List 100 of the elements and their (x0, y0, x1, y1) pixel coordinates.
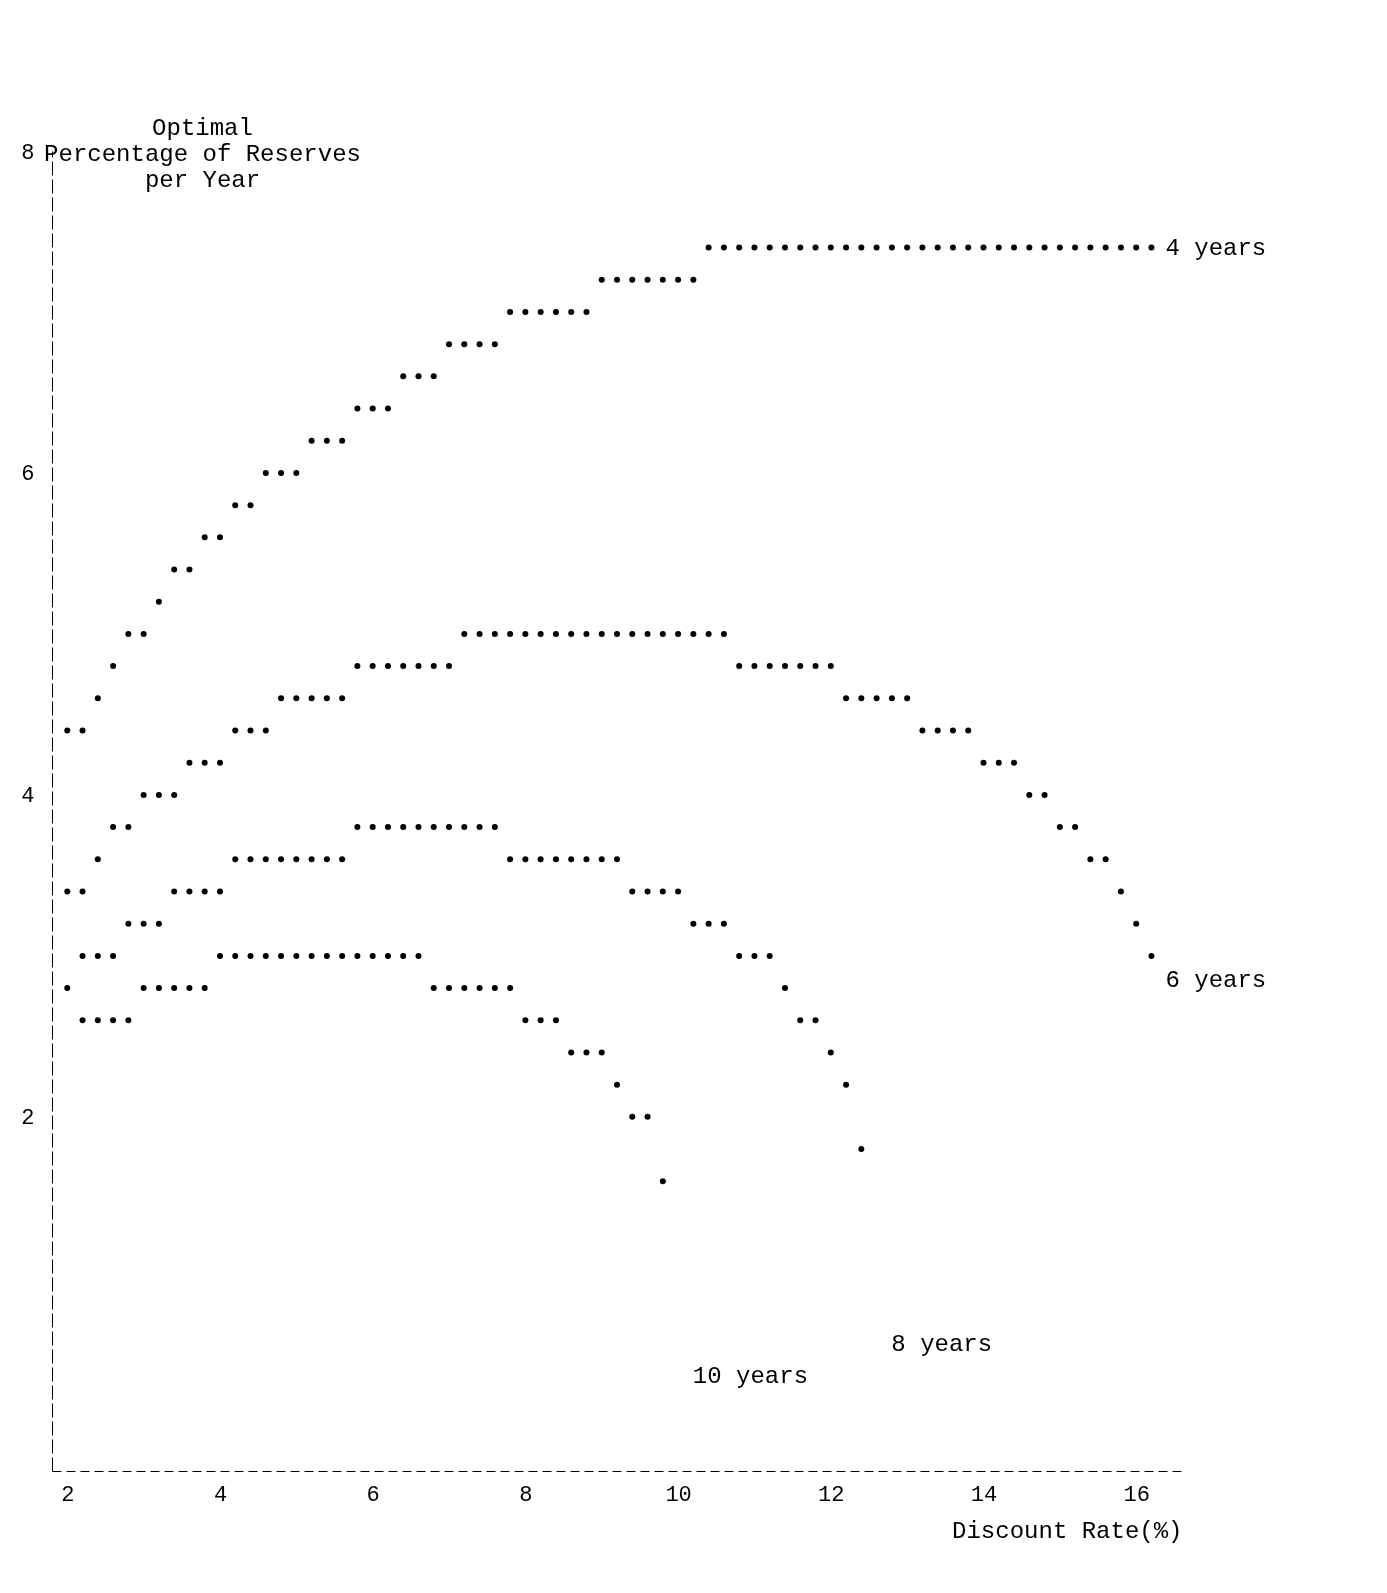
point (736, 952, 743, 959)
point (614, 1081, 620, 1088)
point (583, 1049, 590, 1056)
point (64, 985, 71, 992)
point (186, 985, 193, 992)
point (476, 824, 483, 831)
point (186, 888, 193, 895)
point (507, 985, 514, 992)
point (491, 824, 498, 831)
text: 10 years (692, 1363, 809, 1391)
point (552, 1017, 559, 1024)
point (598, 1049, 605, 1056)
point (522, 1017, 529, 1024)
point (216, 952, 223, 959)
point (125, 1017, 132, 1024)
point (293, 856, 300, 863)
point (171, 985, 178, 992)
point (171, 888, 178, 895)
point (384, 824, 391, 831)
point (797, 1017, 804, 1024)
text: 8 years (891, 1331, 993, 1359)
point (216, 888, 223, 895)
point (323, 856, 330, 863)
point (858, 1146, 865, 1153)
point (583, 856, 590, 863)
point (430, 985, 437, 992)
y-tick-label: 4 (21, 784, 35, 810)
point (476, 985, 483, 992)
x-tick-label: 4 (213, 1482, 228, 1508)
point (690, 920, 697, 927)
point (94, 1017, 101, 1024)
x-tick-label: 10 (665, 1482, 692, 1508)
point (339, 856, 346, 863)
point (552, 856, 559, 863)
point (598, 856, 605, 863)
point (507, 856, 514, 863)
point (247, 856, 254, 863)
point (446, 985, 453, 992)
point (369, 952, 376, 959)
point (629, 888, 636, 895)
point (140, 920, 147, 927)
point (491, 985, 498, 992)
point (369, 824, 376, 831)
point (675, 888, 682, 895)
point (644, 1113, 651, 1120)
point (232, 952, 239, 959)
point (766, 952, 773, 959)
point (720, 920, 727, 927)
point (461, 985, 468, 992)
point (705, 920, 712, 927)
point (781, 985, 788, 992)
x-tick-label: 12 (818, 1482, 845, 1508)
point (155, 920, 162, 927)
point (415, 952, 422, 959)
x-tick-label: 16 (1123, 1482, 1150, 1508)
point (247, 952, 254, 959)
x-tick-label: 14 (970, 1482, 998, 1508)
point (659, 1178, 666, 1185)
point (537, 856, 544, 863)
point (568, 856, 575, 863)
point (614, 856, 620, 863)
series-label: 4 years (1165, 234, 1267, 262)
point (537, 1017, 544, 1024)
point (94, 952, 101, 959)
point (293, 952, 300, 959)
point (400, 952, 407, 959)
point (125, 920, 132, 927)
point (522, 856, 529, 863)
point (827, 1049, 834, 1056)
point (659, 888, 666, 895)
point (308, 856, 315, 863)
point (354, 824, 361, 831)
point (812, 1017, 819, 1024)
point (155, 985, 162, 992)
x-tick-label: 2 (61, 1482, 75, 1508)
point (201, 985, 208, 992)
y-tick-label: 2 (21, 1106, 35, 1132)
point (262, 856, 269, 863)
point (201, 888, 208, 895)
point (110, 952, 117, 959)
point (79, 1017, 86, 1024)
point (751, 952, 758, 959)
y-tick-label: 8 (21, 140, 35, 166)
point (446, 824, 453, 831)
y-axis-title: Optimal Percentage of Reserves per Year (44, 114, 361, 194)
series-label: 6 years (1165, 966, 1267, 994)
point (415, 824, 422, 831)
point (278, 856, 285, 863)
point (79, 952, 86, 959)
point (430, 824, 437, 831)
point (140, 985, 147, 992)
point (843, 1081, 850, 1088)
point (110, 1017, 117, 1024)
point (400, 824, 407, 831)
point (278, 952, 285, 959)
point (568, 1049, 575, 1056)
point (323, 952, 330, 959)
x-axis-title: Discount Rate(%) (952, 1517, 1183, 1545)
point (232, 856, 239, 863)
point (461, 824, 468, 831)
